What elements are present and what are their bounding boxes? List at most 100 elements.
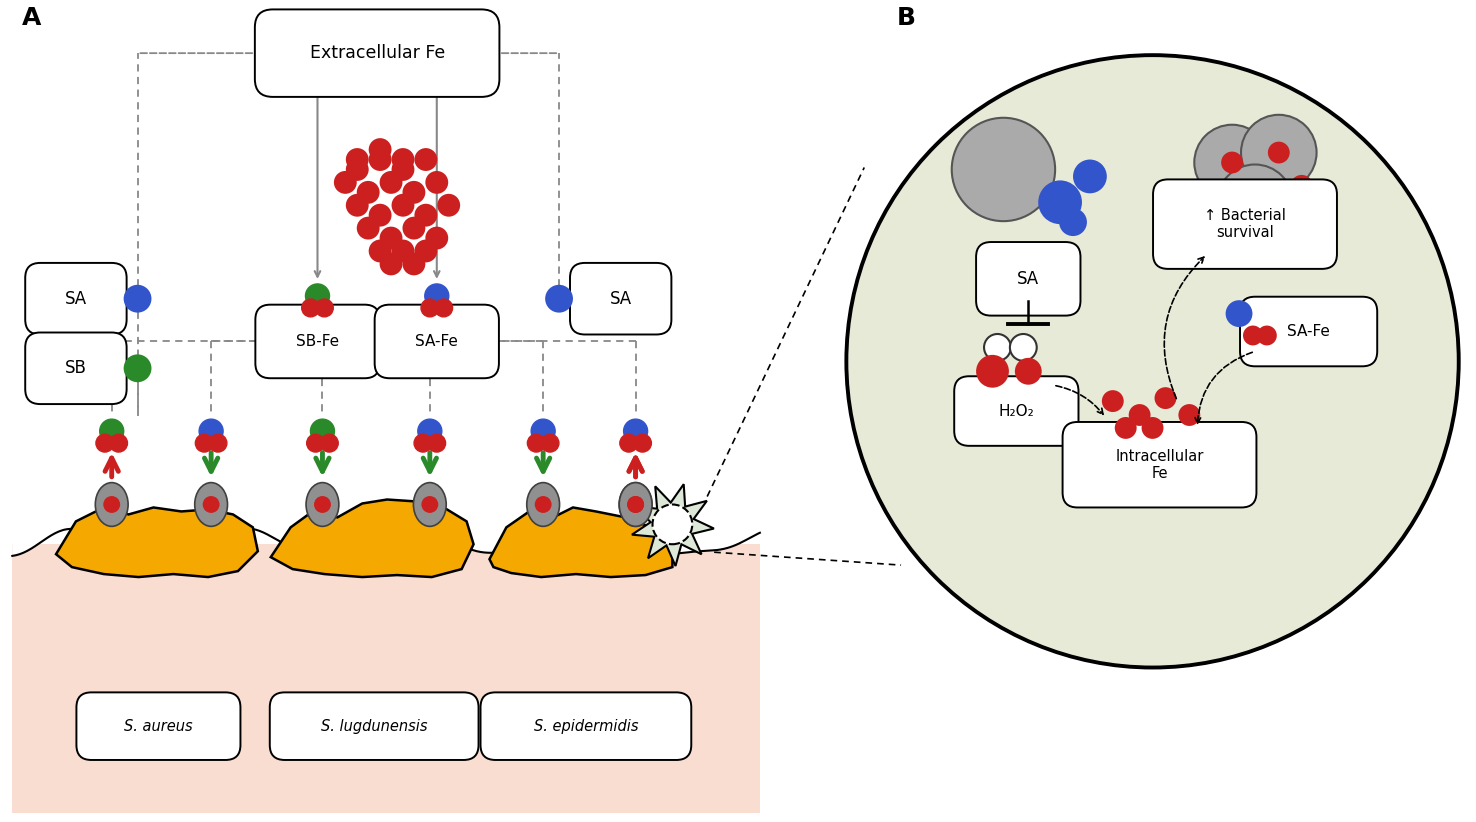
Circle shape	[542, 434, 559, 452]
Polygon shape	[270, 500, 474, 577]
Circle shape	[1218, 164, 1293, 240]
Circle shape	[379, 171, 403, 194]
Ellipse shape	[527, 483, 559, 526]
Circle shape	[1060, 208, 1086, 236]
Circle shape	[379, 227, 403, 250]
Circle shape	[984, 334, 1011, 361]
Circle shape	[391, 239, 415, 262]
FancyBboxPatch shape	[375, 305, 499, 378]
Circle shape	[369, 204, 391, 227]
Circle shape	[1258, 326, 1277, 345]
Circle shape	[1241, 115, 1317, 191]
Text: S. lugdunensis: S. lugdunensis	[320, 718, 428, 734]
Circle shape	[435, 299, 453, 316]
Circle shape	[437, 194, 461, 217]
FancyBboxPatch shape	[1153, 179, 1337, 269]
Text: H₂O₂: H₂O₂	[998, 404, 1035, 418]
Circle shape	[1010, 334, 1036, 361]
Text: SA: SA	[1017, 270, 1039, 288]
Text: SA: SA	[65, 289, 87, 307]
Circle shape	[124, 284, 152, 312]
Circle shape	[534, 496, 552, 513]
Circle shape	[357, 217, 379, 239]
FancyBboxPatch shape	[570, 263, 672, 335]
Circle shape	[379, 252, 403, 275]
Circle shape	[1268, 141, 1290, 164]
Circle shape	[369, 138, 391, 161]
FancyBboxPatch shape	[953, 376, 1079, 446]
Text: S. epidermidis: S. epidermidis	[534, 718, 638, 734]
Circle shape	[1073, 159, 1107, 193]
Circle shape	[545, 284, 573, 312]
Text: SA-Fe: SA-Fe	[415, 334, 458, 349]
Circle shape	[320, 434, 338, 452]
Ellipse shape	[620, 483, 652, 526]
Circle shape	[421, 299, 438, 316]
Circle shape	[306, 284, 329, 308]
Circle shape	[1038, 180, 1082, 224]
Text: SB-Fe: SB-Fe	[295, 334, 339, 349]
FancyBboxPatch shape	[77, 692, 241, 760]
Circle shape	[103, 496, 120, 513]
Circle shape	[1114, 417, 1137, 439]
FancyBboxPatch shape	[481, 692, 691, 760]
Text: Extracellular Fe: Extracellular Fe	[310, 44, 444, 62]
Circle shape	[310, 419, 335, 443]
Circle shape	[1141, 417, 1163, 439]
Circle shape	[1194, 125, 1269, 201]
Circle shape	[415, 434, 432, 452]
Circle shape	[1244, 192, 1266, 213]
Circle shape	[415, 239, 437, 262]
FancyBboxPatch shape	[255, 305, 379, 378]
Circle shape	[1178, 404, 1200, 426]
Polygon shape	[490, 507, 673, 577]
Circle shape	[195, 434, 213, 452]
Circle shape	[345, 158, 369, 181]
FancyBboxPatch shape	[1063, 422, 1256, 507]
Circle shape	[652, 505, 692, 544]
Circle shape	[301, 299, 319, 316]
FancyBboxPatch shape	[25, 333, 127, 404]
Circle shape	[316, 299, 334, 316]
Circle shape	[428, 434, 446, 452]
Text: A: A	[22, 7, 41, 30]
Circle shape	[109, 434, 127, 452]
Ellipse shape	[306, 483, 339, 526]
Circle shape	[633, 434, 651, 452]
Text: Intracellular
Fe: Intracellular Fe	[1116, 449, 1204, 481]
Text: S. aureus: S. aureus	[124, 718, 193, 734]
Circle shape	[314, 496, 331, 513]
Circle shape	[391, 158, 415, 181]
Circle shape	[334, 171, 357, 194]
Text: ↑ Bacterial
survival: ↑ Bacterial survival	[1204, 208, 1286, 240]
Circle shape	[1015, 358, 1042, 385]
Text: SB: SB	[65, 359, 87, 377]
Ellipse shape	[620, 483, 652, 526]
Text: SA: SA	[610, 289, 632, 307]
Circle shape	[1243, 326, 1263, 345]
Circle shape	[1221, 151, 1243, 173]
Circle shape	[623, 419, 648, 443]
Ellipse shape	[96, 483, 128, 526]
Circle shape	[96, 434, 114, 452]
Circle shape	[345, 148, 369, 171]
Circle shape	[415, 148, 437, 171]
Circle shape	[210, 434, 227, 452]
Circle shape	[976, 355, 1010, 388]
Polygon shape	[632, 484, 714, 566]
Circle shape	[357, 181, 379, 204]
Circle shape	[425, 171, 449, 194]
Circle shape	[627, 496, 644, 513]
Text: B: B	[897, 7, 917, 30]
Circle shape	[391, 194, 415, 217]
Circle shape	[345, 194, 369, 217]
FancyBboxPatch shape	[1240, 297, 1377, 367]
Circle shape	[846, 55, 1458, 667]
FancyBboxPatch shape	[255, 9, 499, 97]
Circle shape	[124, 354, 152, 382]
Circle shape	[425, 227, 449, 250]
Circle shape	[415, 204, 437, 227]
Circle shape	[1103, 390, 1123, 412]
Bar	[12, 544, 760, 813]
Circle shape	[202, 496, 220, 513]
